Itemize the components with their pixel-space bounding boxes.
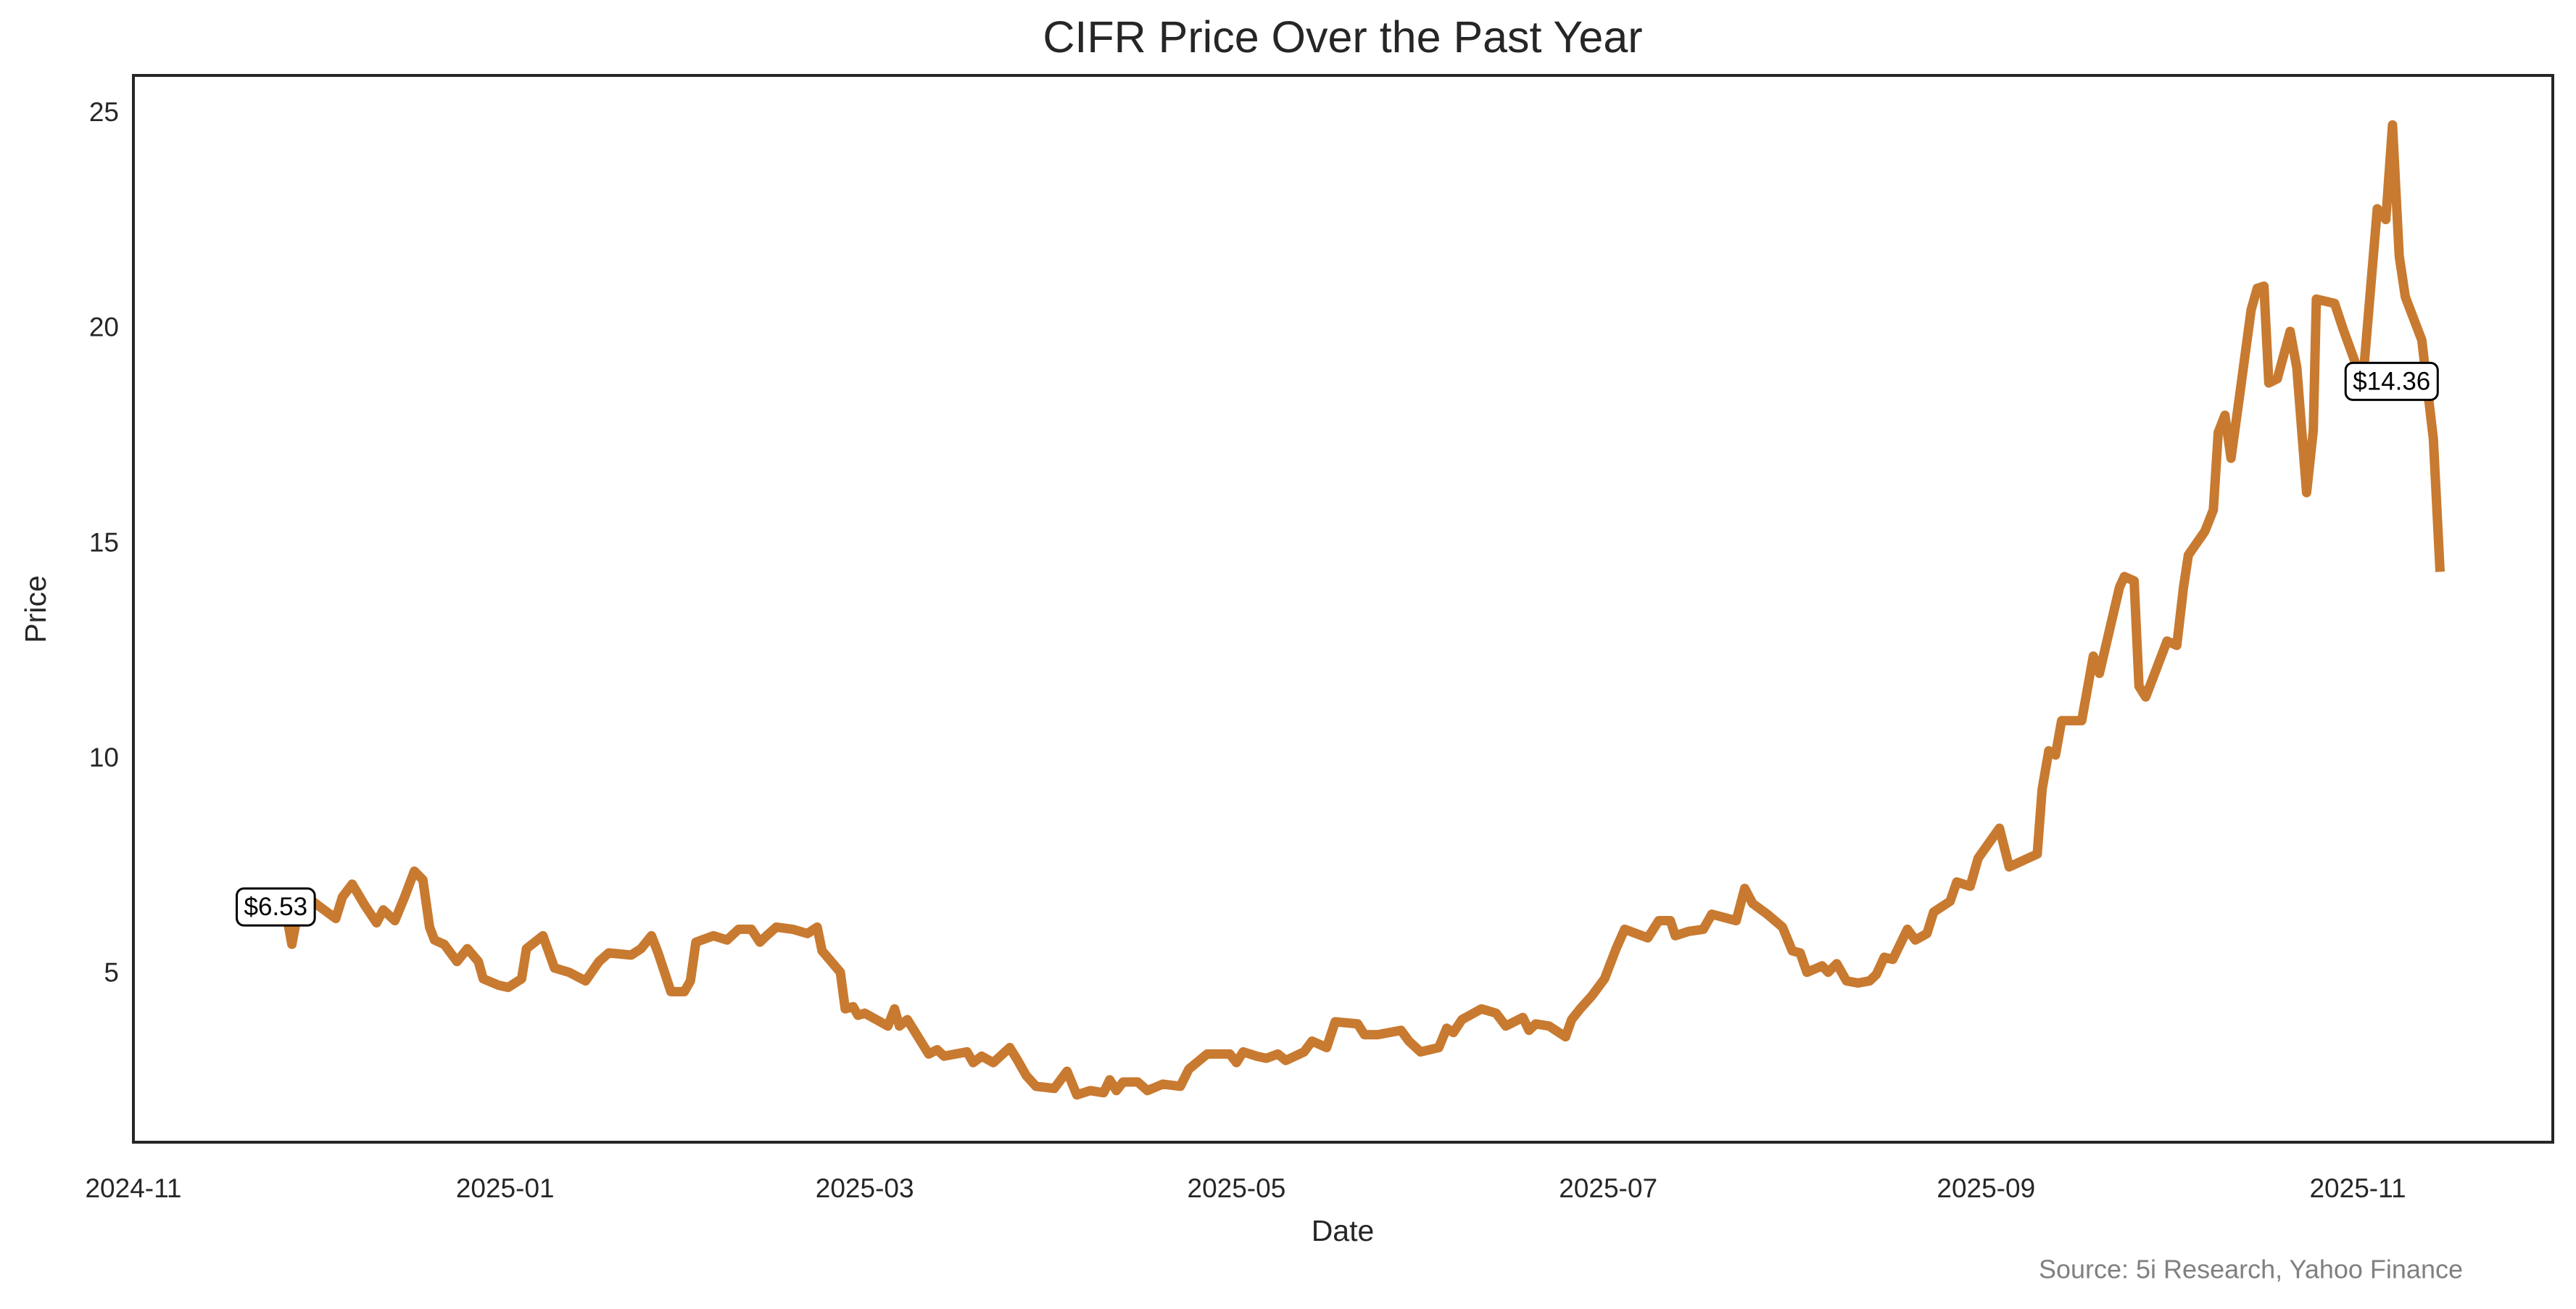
y-tick-label: 15 <box>89 527 119 557</box>
x-tick-label: 2025-05 <box>1188 1173 1286 1203</box>
value-label: $14.36 <box>2353 367 2430 395</box>
x-tick-label: 2025-11 <box>2309 1173 2406 1203</box>
x-axis-label: Date <box>1312 1214 1375 1247</box>
chart-title: CIFR Price Over the Past Year <box>1043 12 1642 62</box>
x-tick-label: 2025-03 <box>816 1173 914 1203</box>
value-label-box <box>2344 361 2439 401</box>
x-tick-label: 2024-11 <box>85 1173 181 1203</box>
x-tick-label: 2025-07 <box>1559 1173 1657 1203</box>
x-tick-label: 2025-09 <box>1937 1173 2035 1203</box>
y-tick-label: 20 <box>89 313 119 342</box>
y-tick-label: 25 <box>89 97 119 127</box>
plot-frame <box>132 74 2554 1144</box>
value-label: $6.53 <box>244 893 308 921</box>
y-tick-label: 10 <box>89 743 119 772</box>
value-label-box <box>236 887 316 927</box>
price-line <box>244 120 2445 1100</box>
source-note: Source: 5i Research, Yahoo Finance <box>2039 1255 2463 1284</box>
y-tick-label: 5 <box>104 957 119 987</box>
x-tick-label: 2025-01 <box>456 1173 555 1203</box>
y-axis-label: Price <box>19 575 52 643</box>
